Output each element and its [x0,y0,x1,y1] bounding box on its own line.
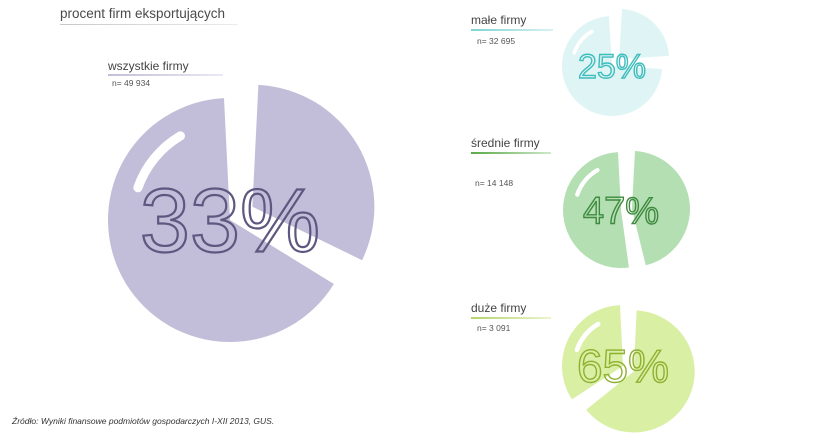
page-title: procent firm eksportujących [60,6,226,21]
n-all-firms: n= 49 934 [112,78,151,88]
underline-small-firms [471,29,553,31]
pie-small-firms-percent: 25% [578,48,646,86]
label-small-firms: małe firmy [471,13,527,27]
pie-all-firms-percent: 33% [140,172,320,272]
pie-small-firms-highlight [572,29,594,55]
title-underline [60,24,238,25]
n-small-firms: n= 32 695 [477,36,516,46]
pie-small-firms-value [619,9,669,59]
underline-medium-firms [471,152,551,154]
underline-large-firms [471,317,551,319]
label-medium-firms: średnie firmy [471,136,540,150]
pie-all-firms-value [252,84,375,261]
pie-medium-firms-value [631,151,690,266]
pie-all-firms-highlight [133,131,185,193]
pie-large-firms-percent: 65% [577,340,669,392]
pie-small-firms-rest [562,16,662,116]
label-all-firms: wszystkie firmy [108,59,189,73]
pie-large-firms-value [586,310,695,433]
pie-small-firms: 25% [562,9,669,116]
pie-medium-firms-rest [562,152,629,269]
n-large-firms: n= 3 091 [477,323,511,333]
pie-medium-firms-percent: 47% [583,190,659,232]
pie-medium-firms-highlight [575,167,600,197]
label-large-firms: duże firmy [471,301,527,315]
pie-large-firms-highlight [574,321,601,353]
underline-all-firms [108,74,223,76]
pie-all-firms-rest [107,98,334,343]
source-note: Źródło: Wyniki finansowe podmiotów gospo… [12,416,275,426]
pie-large-firms-rest [561,305,623,400]
n-medium-firms: n= 14 148 [475,178,514,188]
pie-large-firms: 65% [561,305,695,433]
pie-medium-firms: 47% [562,151,690,269]
pie-all-firms: 33% [107,84,375,343]
